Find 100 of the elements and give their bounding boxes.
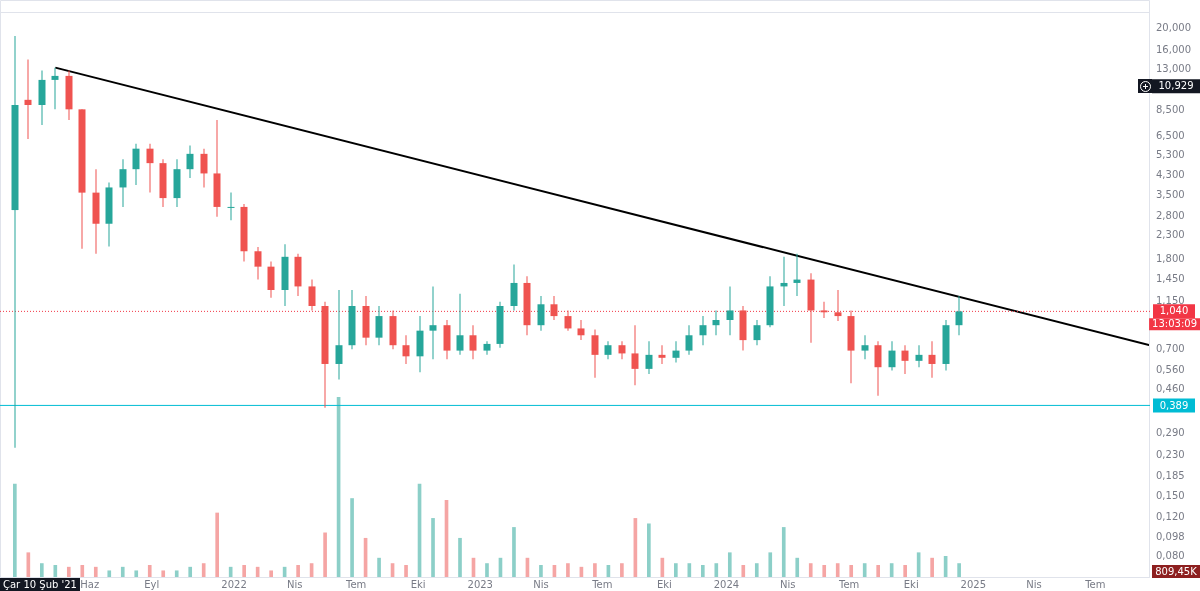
bar — [768, 552, 773, 578]
text: Çar 10 Şub '21 — [2, 578, 77, 590]
bar — [539, 565, 543, 578]
x-tick-label: 2023 — [467, 578, 493, 590]
bar — [93, 566, 98, 578]
bar — [808, 563, 813, 578]
bar — [822, 565, 827, 578]
y-tick-label: 4,300 — [1156, 169, 1185, 181]
bar — [687, 563, 692, 578]
bar — [754, 563, 759, 578]
bar — [727, 552, 732, 578]
y-tick-label: 20,000 — [1156, 22, 1191, 34]
x-tick-label: 2022 — [221, 578, 247, 590]
candlestick — [24, 59, 32, 140]
x-tick-label: Tem — [1084, 578, 1106, 590]
bar — [674, 563, 678, 578]
bar — [930, 557, 934, 578]
bar — [134, 570, 139, 578]
bar — [485, 563, 489, 578]
y-tick-label: 3,500 — [1156, 188, 1185, 200]
bar — [957, 563, 961, 578]
x-tick-label: Nis — [1026, 578, 1042, 590]
x-tick-label: Tem — [344, 578, 367, 590]
bar — [228, 566, 233, 578]
bar — [323, 532, 327, 578]
y-tick-label: 0,230 — [1156, 449, 1185, 461]
bar — [107, 570, 112, 578]
text: 809,45K — [1155, 565, 1198, 577]
text: 13:03:09 — [1152, 318, 1197, 330]
y-tick-label: 0,460 — [1156, 382, 1185, 394]
y-tick-label: 0,290 — [1156, 427, 1185, 439]
y-tick-label: 5,300 — [1156, 149, 1185, 161]
bar — [161, 570, 166, 578]
candlestick — [227, 192, 235, 221]
bar — [714, 563, 719, 578]
x-tick-label: 2025 — [960, 578, 987, 590]
y-tick-label: 1,800 — [1156, 252, 1185, 264]
x-tick-label: Nis — [780, 578, 796, 590]
bar — [889, 563, 894, 578]
bar — [566, 563, 570, 578]
x-tick-label: 2024 — [713, 578, 740, 590]
bar — [147, 565, 152, 578]
bar — [404, 565, 408, 578]
bar — [903, 565, 907, 578]
bar — [512, 527, 516, 578]
y-tick-label: 16,000 — [1156, 43, 1191, 55]
bar — [13, 483, 17, 578]
y-tick-label: 0,080 — [1156, 550, 1185, 562]
x-tick-label: Eyl — [144, 578, 160, 590]
y-tick-label: 0,120 — [1156, 511, 1185, 523]
bar — [741, 565, 746, 578]
bar — [201, 563, 206, 578]
y-tick-label: 0,185 — [1156, 470, 1185, 482]
bar — [269, 570, 273, 578]
bar — [795, 557, 800, 578]
bar — [431, 518, 435, 578]
y-tick-label: 13,000 — [1156, 63, 1191, 75]
y-tick-label: 2,300 — [1156, 229, 1185, 241]
y-tick-label: 0,150 — [1156, 490, 1185, 502]
bar — [350, 498, 354, 578]
bar — [215, 512, 220, 578]
y-tick-label: 6,500 — [1156, 129, 1185, 141]
bar — [377, 557, 381, 578]
x-tick-label: Eki — [656, 578, 672, 590]
bar — [296, 565, 300, 578]
bar — [593, 563, 597, 578]
bar — [849, 565, 854, 578]
ref-line-label: 0,389 — [1159, 399, 1189, 411]
bar — [53, 565, 58, 578]
bar — [120, 566, 125, 578]
bar — [700, 565, 705, 578]
bar — [876, 565, 881, 578]
y-tick-label: 0,700 — [1156, 342, 1185, 354]
x-tick-label: Haz — [80, 578, 100, 590]
y-tick-label: 0,098 — [1156, 530, 1185, 542]
x-tick-label: Nis — [287, 578, 303, 590]
bar — [647, 523, 651, 578]
bar — [862, 563, 867, 578]
bar — [39, 563, 44, 578]
x-tick-label: Nis — [533, 578, 549, 590]
x-tick-label: Eki — [410, 578, 426, 590]
bar — [26, 552, 31, 578]
candlestick — [793, 253, 801, 297]
x-tick-label: Tem — [591, 578, 613, 590]
ref-line-label: 1,040 — [1159, 305, 1189, 317]
y-tick-label: 2,800 — [1156, 210, 1185, 222]
bar — [242, 565, 246, 578]
x-tick-label: Eki — [903, 578, 919, 590]
bar — [835, 563, 840, 578]
bar — [781, 527, 786, 578]
y-tick-label: 8,500 — [1156, 104, 1185, 116]
y-tick-label: 1,150 — [1156, 295, 1185, 307]
text: 10,929 — [1158, 80, 1194, 92]
bar — [188, 566, 193, 578]
bar — [458, 537, 462, 578]
y-tick-label: 1,450 — [1156, 273, 1185, 285]
bar — [80, 565, 85, 578]
x-tick-label: Tem — [838, 578, 860, 590]
candlestick — [429, 286, 437, 360]
bar — [620, 563, 624, 578]
